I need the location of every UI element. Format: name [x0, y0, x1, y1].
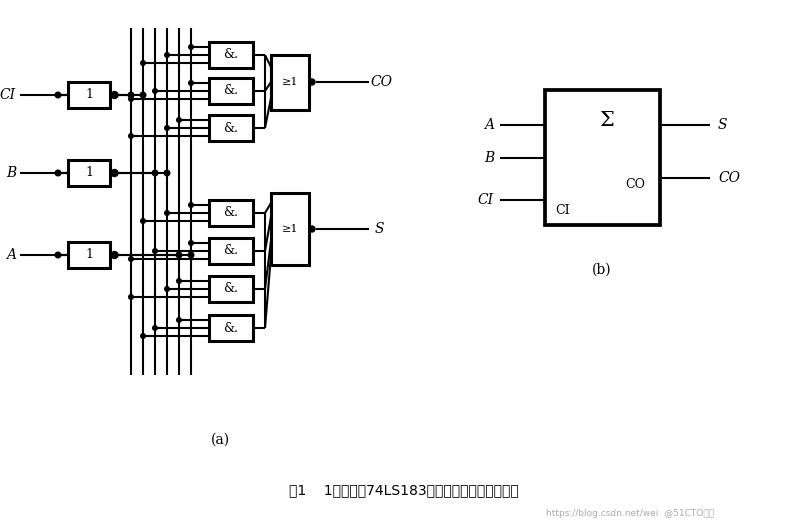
Circle shape	[176, 252, 182, 258]
Circle shape	[153, 89, 158, 93]
Text: Σ: Σ	[600, 111, 614, 129]
Bar	[209, 315, 253, 341]
Circle shape	[128, 257, 133, 262]
Circle shape	[177, 318, 181, 322]
Text: (b): (b)	[592, 263, 612, 277]
Text: S: S	[374, 222, 384, 236]
Text: CO: CO	[370, 75, 392, 89]
Circle shape	[165, 126, 170, 130]
Text: ≥1: ≥1	[282, 224, 298, 234]
Text: https://blog.csdn.net/wei  @51CTO博客: https://blog.csdn.net/wei @51CTO博客	[546, 509, 714, 518]
Text: &.: &.	[224, 244, 238, 257]
Text: &.: &.	[224, 282, 238, 295]
Text: A: A	[484, 118, 494, 132]
Circle shape	[128, 92, 134, 98]
Circle shape	[165, 53, 170, 57]
Circle shape	[189, 203, 193, 207]
Text: B: B	[484, 151, 494, 165]
Circle shape	[153, 248, 158, 253]
Bar	[68, 82, 110, 108]
Circle shape	[189, 45, 193, 49]
Text: (a): (a)	[210, 433, 229, 447]
Circle shape	[189, 81, 193, 85]
Text: 1: 1	[85, 89, 93, 101]
Circle shape	[309, 79, 315, 85]
Bar	[271, 55, 309, 110]
Circle shape	[128, 295, 133, 299]
Text: &.: &.	[224, 85, 238, 98]
Circle shape	[141, 219, 145, 223]
Circle shape	[165, 211, 170, 215]
Circle shape	[141, 92, 145, 98]
Circle shape	[141, 61, 145, 65]
Text: CI: CI	[0, 88, 16, 102]
Bar	[209, 276, 253, 302]
Bar	[545, 90, 660, 225]
Circle shape	[164, 170, 170, 176]
Text: ≥1: ≥1	[282, 77, 298, 87]
Text: CI: CI	[478, 193, 494, 207]
Text: B: B	[6, 166, 16, 180]
Text: &.: &.	[224, 49, 238, 62]
Circle shape	[177, 279, 181, 283]
Circle shape	[153, 326, 158, 330]
Circle shape	[55, 170, 61, 176]
Text: &.: &.	[224, 207, 238, 219]
Circle shape	[177, 117, 181, 122]
Circle shape	[128, 134, 133, 138]
Text: 1: 1	[85, 167, 93, 180]
Circle shape	[189, 241, 193, 245]
Circle shape	[309, 226, 315, 232]
Text: &.: &.	[224, 322, 238, 335]
Bar	[209, 238, 253, 264]
Text: CO: CO	[625, 179, 645, 192]
Circle shape	[188, 252, 194, 258]
Bar	[209, 42, 253, 68]
Text: S: S	[718, 118, 727, 132]
Text: CO: CO	[718, 171, 740, 185]
Circle shape	[165, 287, 170, 291]
Bar	[68, 242, 110, 268]
Text: A: A	[6, 248, 16, 262]
Text: &.: &.	[224, 122, 238, 135]
Circle shape	[111, 91, 118, 99]
Circle shape	[111, 252, 118, 258]
Circle shape	[55, 252, 61, 258]
Bar	[271, 193, 309, 265]
Text: CI: CI	[556, 204, 570, 217]
Text: 1: 1	[85, 248, 93, 262]
Circle shape	[55, 92, 61, 98]
Circle shape	[152, 170, 158, 176]
Bar	[209, 200, 253, 226]
Text: 图1    1位全加器74LS183的逻辑图和惯用图形符号: 图1 1位全加器74LS183的逻辑图和惯用图形符号	[289, 483, 519, 497]
Circle shape	[128, 97, 133, 101]
Bar	[209, 78, 253, 104]
Circle shape	[141, 334, 145, 338]
Bar	[209, 115, 253, 141]
Bar	[68, 160, 110, 186]
Circle shape	[111, 170, 118, 176]
